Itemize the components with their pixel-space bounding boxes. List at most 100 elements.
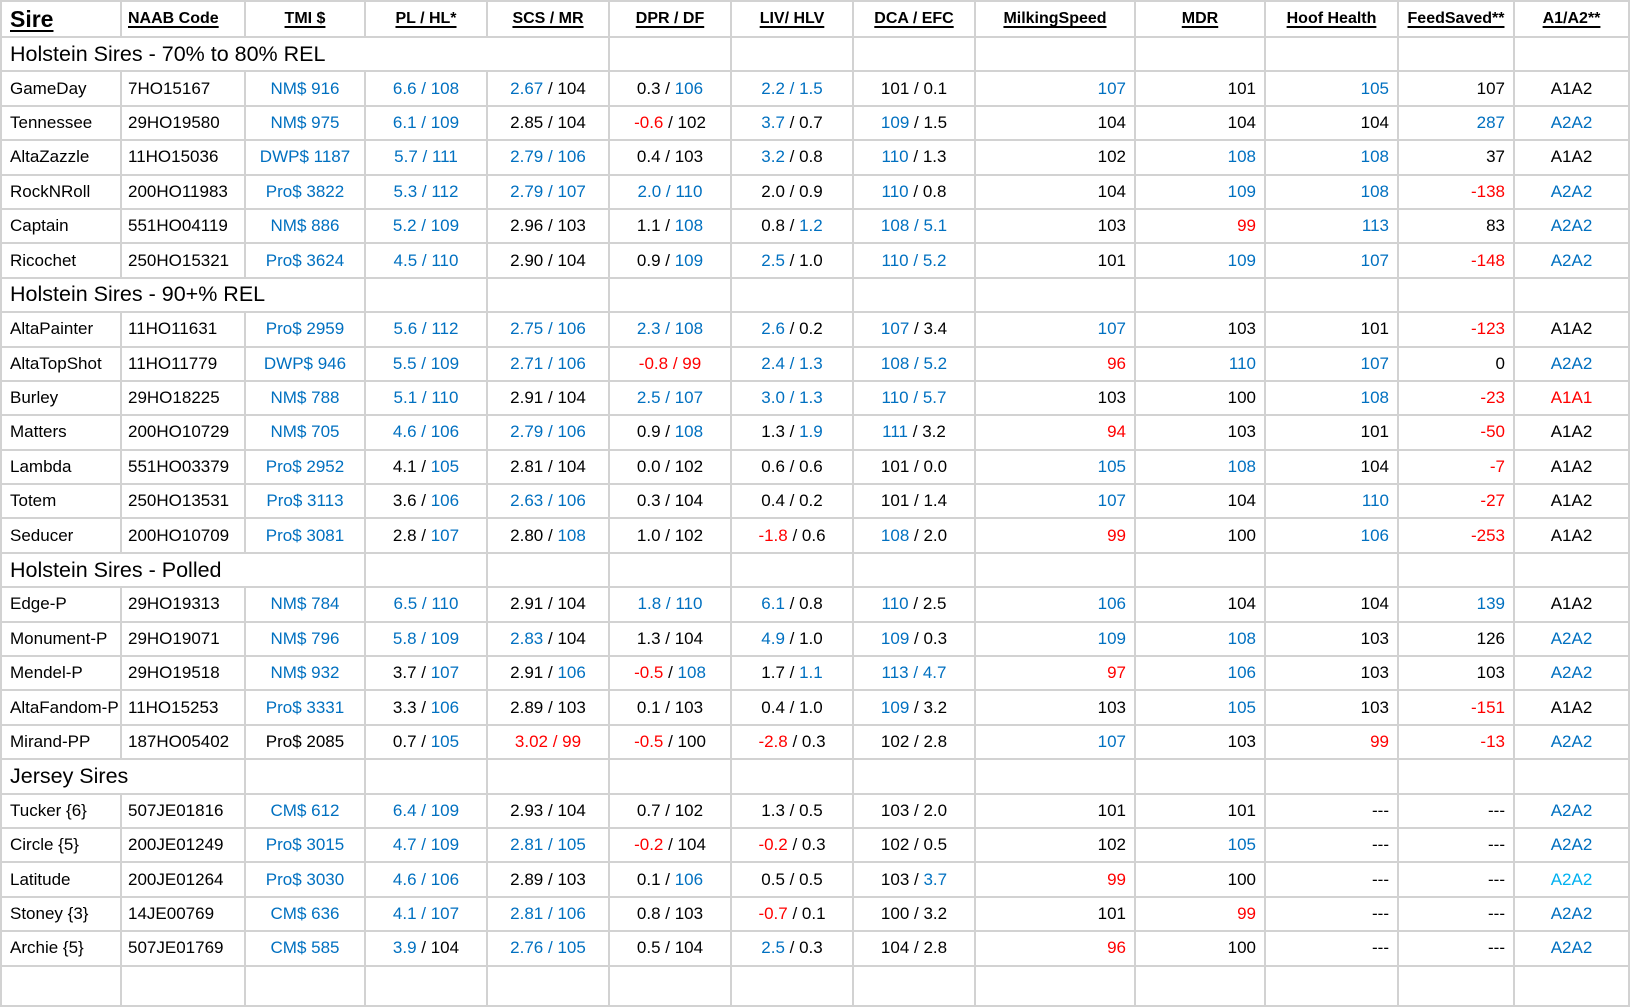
section-empty-cell — [852, 551, 976, 589]
cell-sire: Circle {5} — [0, 826, 122, 864]
cell-scs: 3.02 / 99 — [486, 723, 610, 761]
cell-scs: 2.81 / 105 — [486, 826, 610, 864]
cell-dca: 108 / 5.2 — [852, 345, 976, 382]
cell-tmi: NM$ 975 — [244, 104, 366, 142]
cell-a1a2: A1A2 — [1513, 414, 1630, 451]
cell-fs: -148 — [1397, 242, 1515, 279]
cell-liv: 4.9 / 1.0 — [730, 620, 854, 658]
cell-a1a2: A2A2 — [1513, 104, 1630, 142]
cell-dpr: 0.0 / 102 — [608, 448, 732, 486]
cell-sire: Seducer — [0, 517, 122, 554]
cell-fs: 107 — [1397, 70, 1515, 107]
cell-ms: 107 — [974, 311, 1136, 348]
cell-ms: 107 — [974, 70, 1136, 107]
section-empty-cell — [974, 35, 1136, 73]
cell-dca: 102 / 2.8 — [852, 723, 976, 761]
cell-dca: 100 / 3.2 — [852, 895, 976, 933]
cell-pl: 5.8 / 109 — [364, 620, 488, 658]
cell-naab: 29HO18225 — [120, 379, 246, 417]
cell-fs: --- — [1397, 895, 1515, 933]
cell-a1a2: A2A2 — [1513, 173, 1630, 210]
cell-sire: Edge-P — [0, 586, 122, 623]
header-liv: LIV/ HLV — [730, 0, 854, 38]
cell-mdr: 106 — [1134, 655, 1266, 692]
section-row: Holstein Sires - 90+% REL — [0, 276, 1630, 314]
cell-dca: 101 / 1.4 — [852, 483, 976, 520]
cell-dca: 109 / 1.5 — [852, 104, 976, 142]
cell-dca: 102 / 0.5 — [852, 826, 976, 864]
section-empty-cell — [1134, 35, 1266, 73]
cell-mdr: 109 — [1134, 173, 1266, 210]
cell-tmi: NM$ 788 — [244, 379, 366, 417]
cell-liv: 0.4 / 0.2 — [730, 483, 854, 520]
cell-dpr: 0.5 / 104 — [608, 930, 732, 967]
cell-naab: 29HO19518 — [120, 655, 246, 692]
cell-pl: 5.7 / 111 — [364, 139, 488, 176]
header-dca: DCA / EFC — [852, 0, 976, 38]
cell-pl: 0.7 / 105 — [364, 723, 488, 761]
cell-mdr: 100 — [1134, 517, 1266, 554]
section-empty-cell — [608, 551, 732, 589]
section-empty-cell — [852, 35, 976, 73]
cell-scs: 2.96 / 103 — [486, 207, 610, 245]
cell-hoof: 105 — [1264, 70, 1399, 107]
cell-dpr: -0.8 / 99 — [608, 345, 732, 382]
section-empty-cell — [1264, 758, 1399, 795]
section-empty-cell — [486, 276, 610, 314]
cell-naab: 29HO19313 — [120, 586, 246, 623]
sire-row: Circle {5} 200JE01249 Pro$ 3015 4.7 / 109 2.… — [0, 826, 1630, 864]
cell-a1a2: A2A2 — [1513, 930, 1630, 967]
cell-pl: 6.4 / 109 — [364, 792, 488, 829]
cell-scs: 2.71 / 106 — [486, 345, 610, 382]
cell-dpr: 1.0 / 102 — [608, 517, 732, 554]
cell-dca: 110 / 0.8 — [852, 173, 976, 210]
cell-pl: 5.3 / 112 — [364, 173, 488, 210]
section-title: Jersey Sires — [0, 758, 246, 795]
sire-row: Lambda 551HO03379 Pro$ 2952 4.1 / 105 2.81 /… — [0, 448, 1630, 486]
cell-a1a2: A2A2 — [1513, 207, 1630, 245]
cell-naab: 250HO13531 — [120, 483, 246, 520]
cell-a1a2: A2A2 — [1513, 620, 1630, 658]
cell-pl: 3.9 / 104 — [364, 930, 488, 967]
cell-liv: 1.7 / 1.1 — [730, 655, 854, 692]
section-empty-cell — [1264, 35, 1399, 73]
cell-hoof: 107 — [1264, 242, 1399, 279]
cell-scs: 2.75 / 106 — [486, 311, 610, 348]
cell-sire: AltaTopShot — [0, 345, 122, 382]
cell-liv: 0.6 / 0.6 — [730, 448, 854, 486]
header-ms: MilkingSpeed — [974, 0, 1136, 38]
cell-ms: 101 — [974, 792, 1136, 829]
cell-tmi: Pro$ 2952 — [244, 448, 366, 486]
cell-a1a2: A2A2 — [1513, 895, 1630, 933]
cell-liv: 0.4 / 1.0 — [730, 689, 854, 726]
cell-tmi: Pro$ 3015 — [244, 826, 366, 864]
cell-pl: 5.5 / 109 — [364, 345, 488, 382]
cell-pl: 3.7 / 107 — [364, 655, 488, 692]
section-empty-cell — [1513, 276, 1630, 314]
cell-sire: Latitude — [0, 861, 122, 898]
header-row: Sire NAAB Code TMI $ PL / HL* SCS / MR DPR / … — [0, 0, 1630, 38]
cell-a1a2: A1A2 — [1513, 483, 1630, 520]
cell-ms: 99 — [974, 861, 1136, 898]
cell-ms: 105 — [974, 448, 1136, 486]
cell-naab: 507JE01769 — [120, 930, 246, 967]
cell-dpr: -0.2 / 104 — [608, 826, 732, 864]
section-empty-cell — [1513, 758, 1630, 795]
cell-liv: -0.2 / 0.3 — [730, 826, 854, 864]
cell-dca: 101 / 0.1 — [852, 70, 976, 107]
cell-mdr: 101 — [1134, 70, 1266, 107]
cell-dpr: 0.3 / 106 — [608, 70, 732, 107]
cell-sire: Tennessee — [0, 104, 122, 142]
cell-liv: -2.8 / 0.3 — [730, 723, 854, 761]
cell-hoof: 101 — [1264, 311, 1399, 348]
section-empty-cell — [244, 758, 366, 795]
section-empty-cell — [852, 276, 976, 314]
cell-a1a2: A2A2 — [1513, 242, 1630, 279]
sire-row: Totem 250HO13531 Pro$ 3113 3.6 / 106 2.63 / … — [0, 483, 1630, 520]
cell-liv: 3.7 / 0.7 — [730, 104, 854, 142]
cell-scs: 2.80 / 108 — [486, 517, 610, 554]
section-empty-cell — [1397, 35, 1515, 73]
cell-liv: -1.8 / 0.6 — [730, 517, 854, 554]
cell-a1a2: A2A2 — [1513, 861, 1630, 898]
